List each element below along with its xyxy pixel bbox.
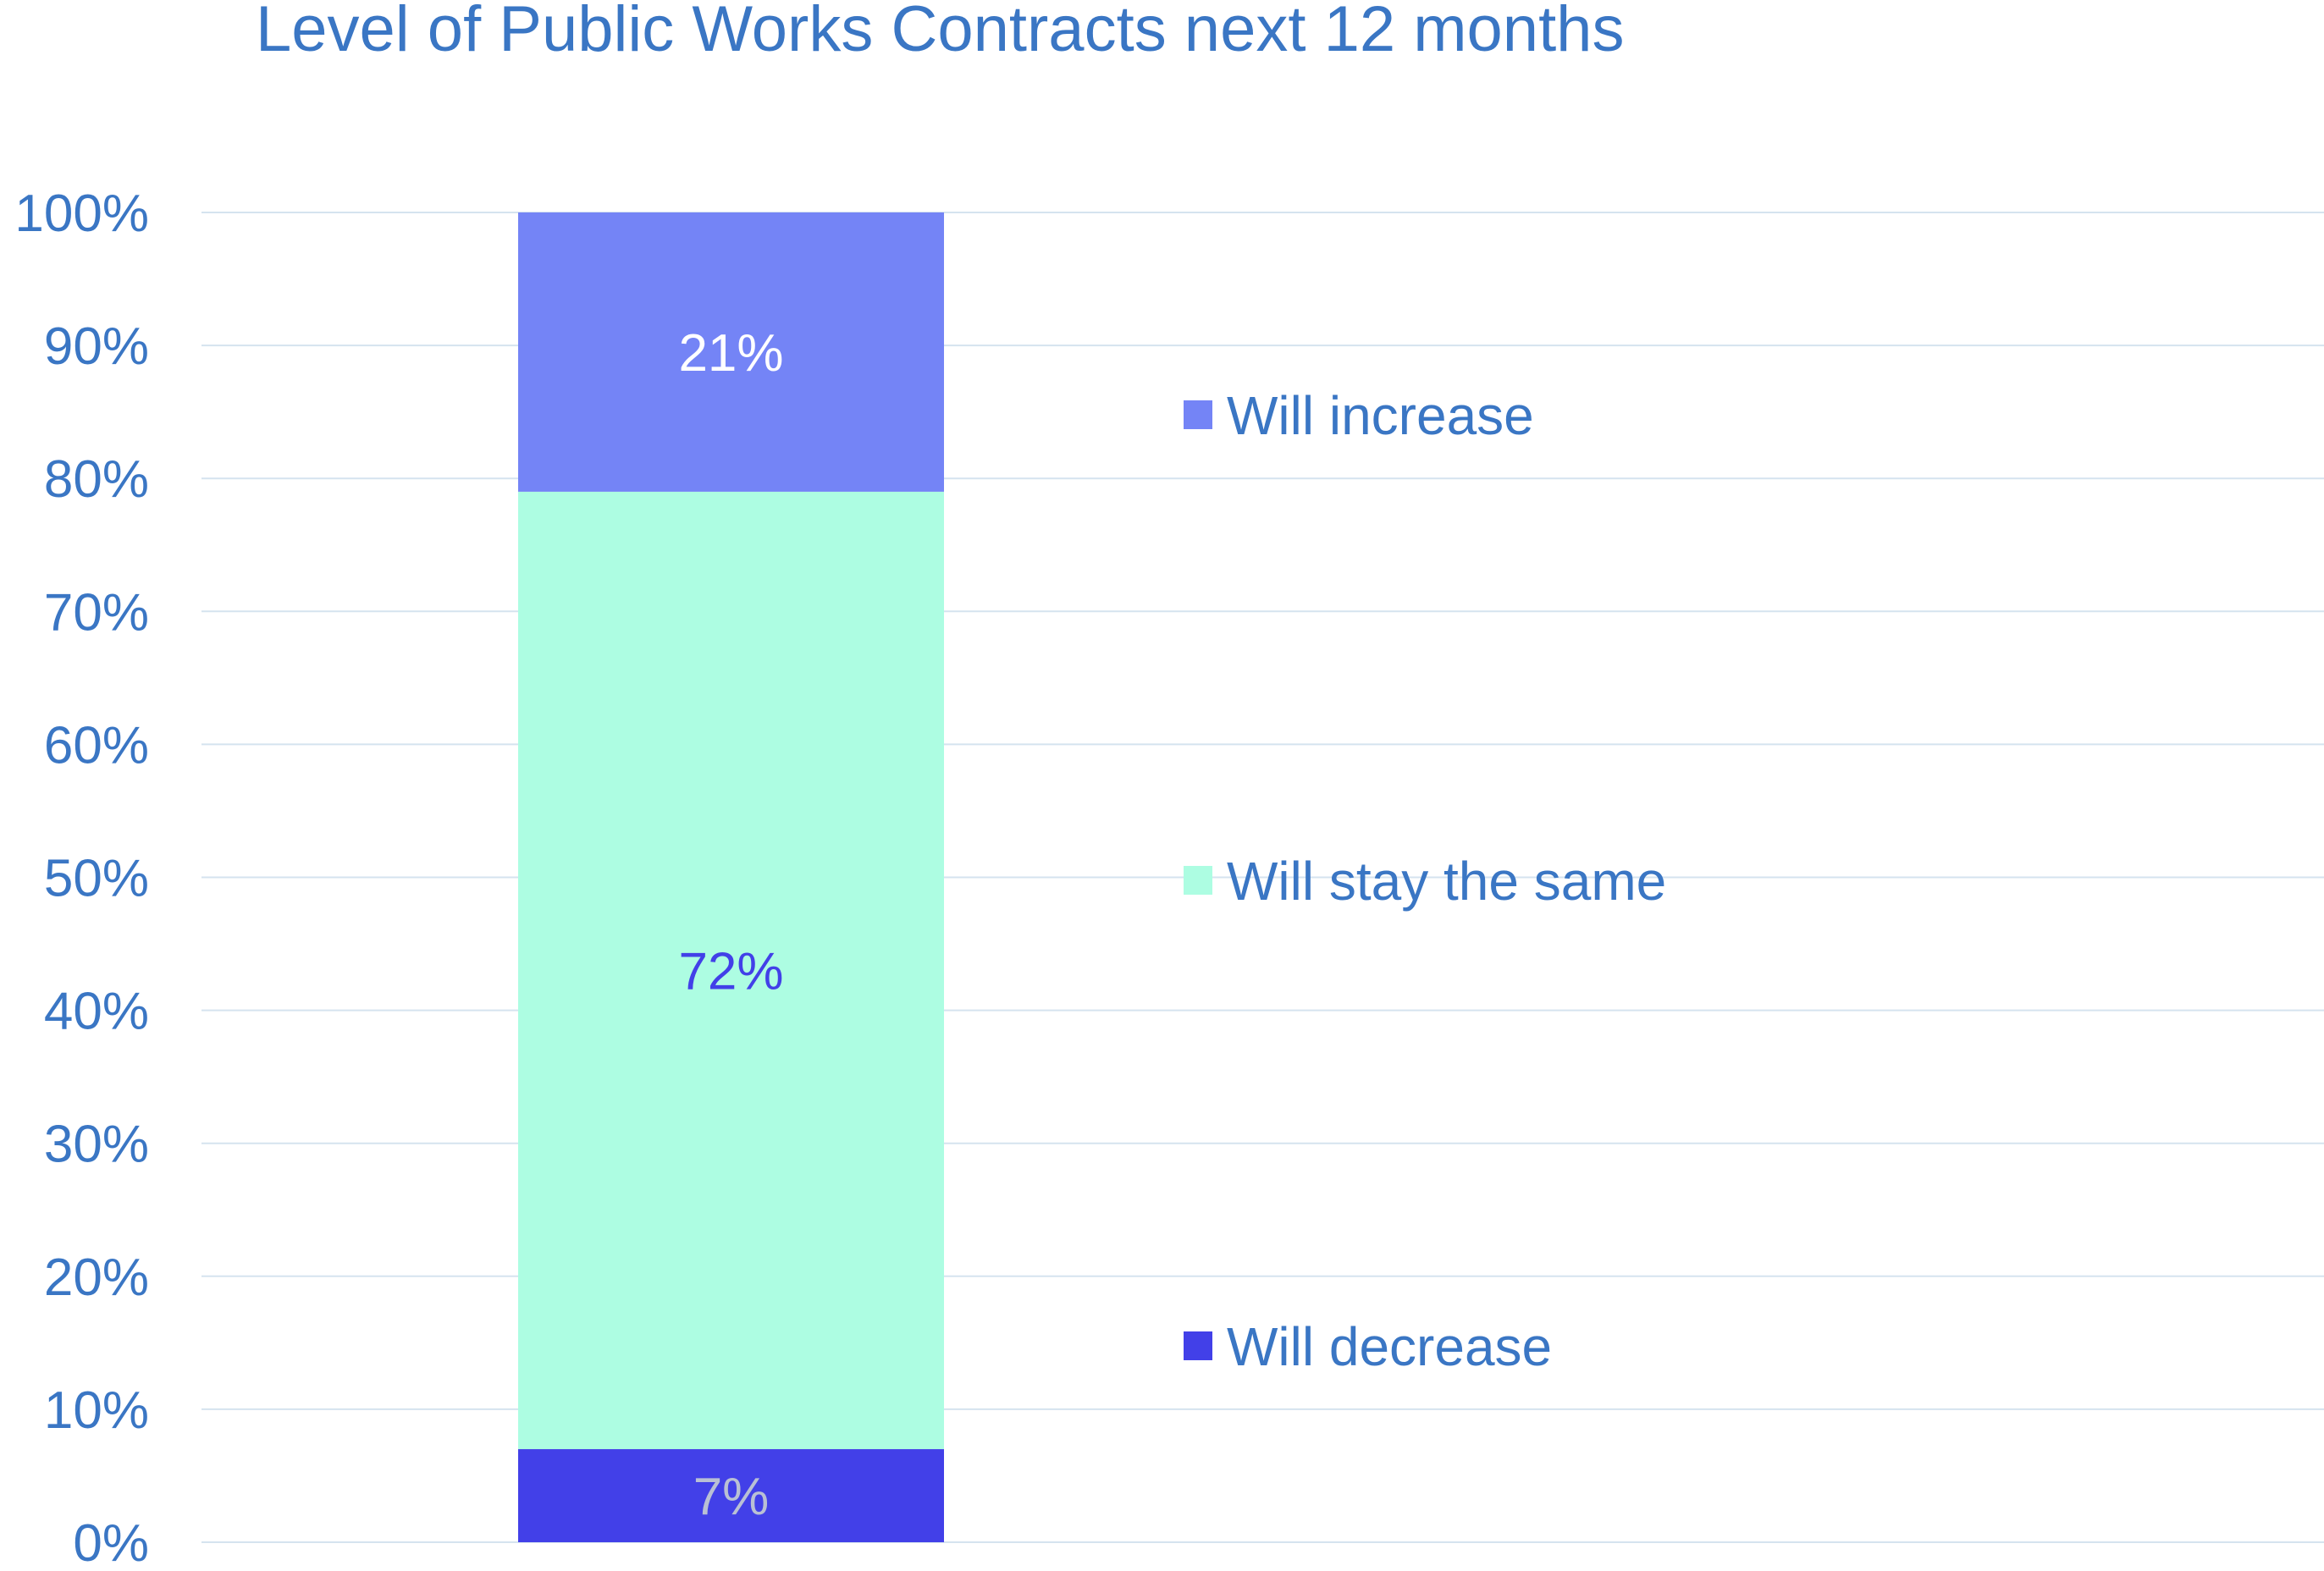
legend-entry: Will increase: [1227, 385, 1534, 446]
y-tick-label: 80%: [44, 450, 149, 509]
bar-segment: [518, 491, 944, 1450]
bar-segment: [518, 1449, 944, 1542]
y-axis-tick-labels: 0% 10% 20% 30% 40% 50% 60% 70% 80% 90% 100%: [14, 185, 149, 1571]
data-label: 7%: [693, 1468, 770, 1526]
y-tick-label: 60%: [44, 716, 149, 774]
legend-entry: Will stay the same: [1227, 851, 1666, 912]
legend-swatch: [1184, 866, 1212, 895]
y-tick-label: 40%: [44, 983, 149, 1041]
legend-swatch: [1184, 400, 1212, 429]
legend-entry: Will decrease: [1227, 1316, 1552, 1377]
bar-segment: [518, 212, 944, 492]
legend: Will increase Will stay the same Will decr…: [1184, 385, 1666, 1377]
y-tick-label: 0%: [73, 1514, 149, 1571]
y-tick-label: 10%: [44, 1381, 149, 1440]
y-tick-label: 20%: [44, 1249, 149, 1307]
bar-segments: [518, 212, 944, 1542]
y-tick-label: 100%: [14, 185, 149, 243]
y-tick-label: 90%: [44, 317, 149, 376]
data-label: 72%: [678, 942, 783, 1000]
y-tick-label: 30%: [44, 1116, 149, 1174]
data-labels: 7% 72% 21%: [678, 324, 783, 1526]
y-tick-label: 50%: [44, 850, 149, 908]
chart-title: Level of Public Works Contracts next 12 …: [256, 0, 1624, 65]
legend-swatch: [1184, 1331, 1212, 1360]
y-tick-label: 70%: [44, 583, 149, 642]
data-label: 21%: [678, 324, 783, 383]
